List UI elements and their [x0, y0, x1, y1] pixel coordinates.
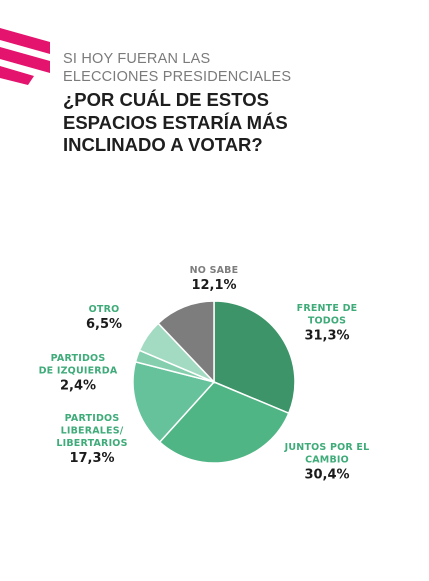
- slice-label-group: FRENTE DE TODOS 31,3%: [297, 303, 358, 344]
- slice-label-group: PARTIDOS LIBERALES/LIBERTARIOS 17,3%: [56, 413, 127, 466]
- slice-value-label: 30,4%: [304, 468, 349, 483]
- pie-slice-partidos-liberales-libertarios: [132, 360, 216, 444]
- slice-label: PARTIDOS LIBERALES/LIBERTARIOS: [56, 413, 127, 449]
- slice-label-group: OTRO 6,5%: [86, 304, 122, 332]
- pie-slice-juntos-por-el-cambio: [158, 381, 290, 464]
- slice-label: NO SABE: [190, 265, 239, 276]
- slice-label: OTRO: [89, 304, 120, 315]
- slice-label-group: NO SABE 12,1%: [190, 265, 239, 293]
- brand-stripe-2: [0, 47, 50, 73]
- slice-label: FRENTE DE TODOS: [297, 303, 358, 327]
- brand-logo-icon: [0, 28, 50, 85]
- slice-label-group: PARTIDOS DE IZQUIERDA 2,4%: [39, 353, 118, 394]
- slice-label: JUNTOS POR EL CAMBIO: [284, 442, 370, 466]
- slice-value-label: 31,3%: [304, 329, 349, 344]
- header-title: ¿POR CUÁL DE ESTOS ESPACIOS ESTARÍA MÁS …: [63, 89, 288, 155]
- slice-value-label: 6,5%: [86, 317, 122, 332]
- brand-stripe-3: [0, 66, 34, 85]
- brand-stripe-1: [0, 28, 50, 54]
- pie-slice-frente-de-todos: [213, 300, 296, 415]
- header: SI HOY FUERAN LAS ELECCIONES PRESIDENCIA…: [63, 50, 413, 157]
- slice-value-label: 17,3%: [69, 451, 114, 466]
- pie-slice-no-sabe: [157, 300, 215, 384]
- slice-value-label: 2,4%: [60, 379, 96, 394]
- slice-value-label: 12,1%: [191, 278, 236, 293]
- slice-label: PARTIDOS DE IZQUIERDA: [39, 353, 118, 377]
- slice-label-group: JUNTOS POR EL CAMBIO 30,4%: [284, 442, 370, 483]
- header-subtitle: SI HOY FUERAN LAS ELECCIONES PRESIDENCIA…: [63, 51, 292, 85]
